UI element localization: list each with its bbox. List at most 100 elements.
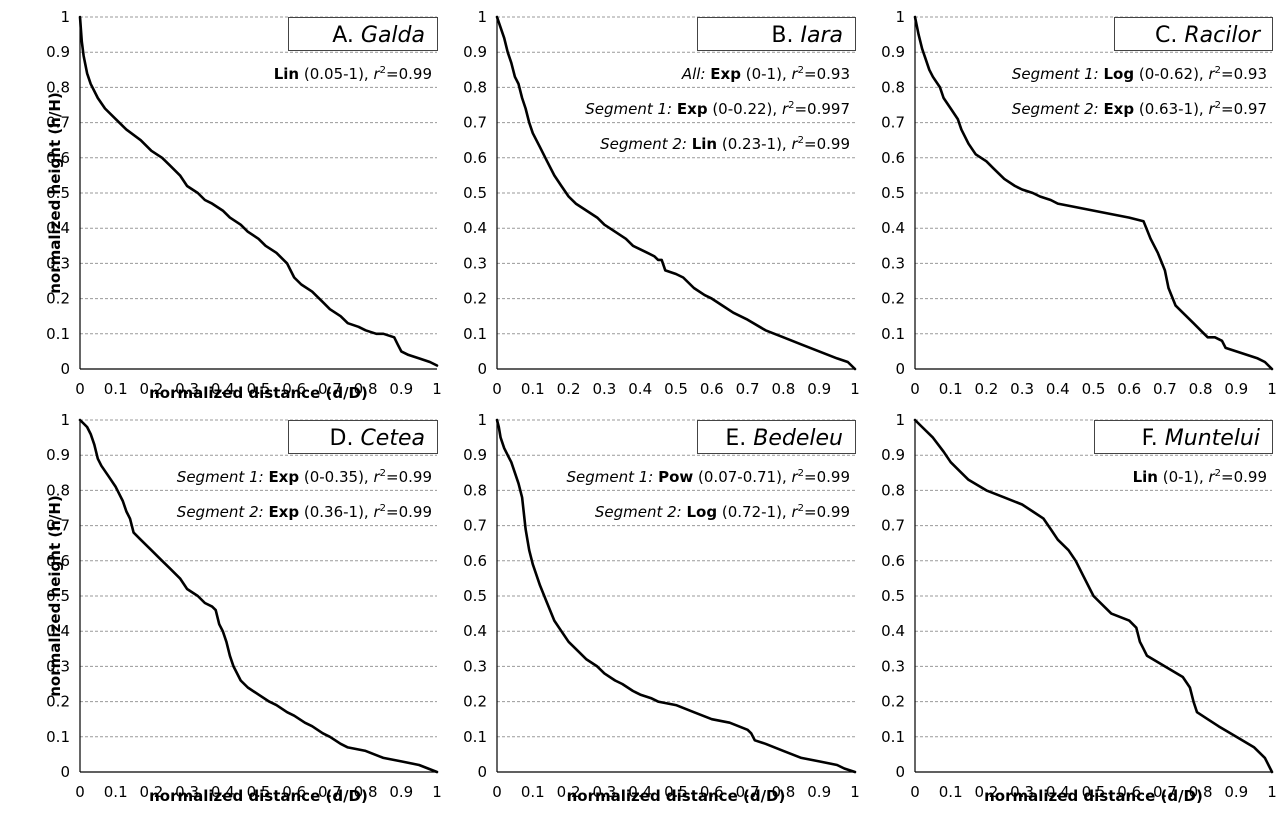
y-tick-label: 0.1	[463, 325, 487, 343]
x-tick-label: 0.4	[628, 783, 652, 801]
fit-annotation: Segment 2: Lin (0.23-1), r2=0.99	[600, 135, 850, 153]
annotation-part: Lin	[1133, 468, 1158, 486]
y-tick-label: 0.1	[46, 728, 70, 746]
fit-annotation: Segment 2: Exp (0.63-1), r2=0.97	[1012, 100, 1267, 118]
x-tick-label: 0.1	[104, 380, 128, 398]
annotation-part: (0-1),	[741, 65, 792, 83]
fit-annotation: Lin (0-1), r2=0.99	[1133, 468, 1267, 486]
annotation-part: 2	[1215, 65, 1221, 76]
y-tick-label: 0.9	[46, 446, 70, 464]
y-tick-label: 0.3	[463, 254, 487, 272]
y-tick-label: 0.9	[46, 43, 70, 61]
y-tick-label: 0	[895, 360, 905, 378]
panel-name: Galda	[354, 23, 425, 48]
panel-name: Muntelui	[1158, 426, 1260, 451]
annotation-part: r	[1208, 100, 1215, 118]
annotation-part: Segment 2:	[600, 135, 692, 153]
x-tick-label: 0.2	[139, 783, 163, 801]
x-tick-label: 0.8	[1189, 380, 1213, 398]
annotation-part: Segment 2:	[1012, 100, 1104, 118]
x-tick-label: 0	[75, 380, 85, 398]
y-tick-label: 0.6	[463, 552, 487, 570]
x-tick-label: 0.3	[175, 783, 199, 801]
y-tick-label: 1	[60, 8, 70, 26]
x-tick-label: 1	[432, 783, 442, 801]
panel-racilor: 0 0.1 0.2 0.3 0.4 0.5 0.6 0.7 0.8 0.9 1 0 0.1 0.2 0.3 0…	[881, 8, 1277, 398]
y-tick-label: 0.6	[463, 149, 487, 167]
y-tick-label: 0.1	[46, 325, 70, 343]
x-tick-label: 1	[1267, 783, 1277, 801]
annotation-part: Segment 1:	[1012, 65, 1104, 83]
annotation-part: =0.99	[386, 65, 432, 83]
x-tick-label: 0.5	[664, 783, 688, 801]
y-tick-label: 0	[60, 763, 70, 781]
annotation-part: Exp	[268, 468, 299, 486]
x-tick-label: 1	[1267, 380, 1277, 398]
annotation-part: =0.99	[804, 503, 850, 521]
annotation-part: =0.97	[1221, 100, 1267, 118]
y-tick-label: 1	[477, 8, 487, 26]
y-tick-label: 0.1	[881, 325, 905, 343]
x-tick-label: 0.5	[247, 380, 271, 398]
annotation-part: 2	[380, 65, 386, 76]
panel-letter: C.	[1155, 23, 1177, 48]
annotation-part: (0.72-1),	[717, 503, 791, 521]
x-tick-label: 0.9	[807, 783, 831, 801]
annotation-part: Lin	[274, 65, 299, 83]
panel-title: D. Cetea	[330, 426, 425, 451]
x-tick-label: 0	[492, 380, 502, 398]
y-tick-label: 0.5	[46, 184, 70, 202]
y-tick-label: 0.8	[46, 78, 70, 96]
y-tick-label: 0.3	[881, 254, 905, 272]
x-tick-label: 0.6	[282, 783, 306, 801]
y-tick-label: 0.8	[463, 481, 487, 499]
fit-annotation: Lin (0.05-1), r2=0.99	[274, 65, 432, 83]
annotation-part: Log	[687, 503, 718, 521]
y-tick-label: 0.7	[46, 517, 70, 535]
annotation-part: 2	[798, 468, 804, 479]
annotation-part: (0-0.62),	[1134, 65, 1208, 83]
x-tick-label: 0.7	[318, 380, 342, 398]
annotation-part: (0-0.35),	[299, 468, 373, 486]
y-tick-label: 0.5	[881, 184, 905, 202]
annotation-part: 2	[798, 135, 804, 146]
x-tick-label: 0.6	[282, 380, 306, 398]
panel-letter: A.	[332, 23, 354, 48]
y-tick-label: 0.3	[46, 254, 70, 272]
y-tick-label: 1	[60, 411, 70, 429]
y-tick-label: 0.4	[46, 622, 70, 640]
x-tick-label: 0.4	[1046, 380, 1070, 398]
annotation-part: Exp	[1103, 100, 1134, 118]
y-tick-label: 0.2	[881, 693, 905, 711]
annotation-part: r	[791, 503, 798, 521]
y-tick-label: 0.3	[463, 657, 487, 675]
annotation-part: =0.93	[1221, 65, 1267, 83]
y-tick-label: 0.6	[46, 149, 70, 167]
y-tick-label: 0.2	[463, 290, 487, 308]
annotation-part: 2	[788, 100, 794, 111]
x-tick-label: 0.3	[592, 783, 616, 801]
annotation-part: (0.07-0.71),	[693, 468, 791, 486]
fit-annotation: Segment 2: Log (0.72-1), r2=0.99	[595, 503, 850, 521]
x-tick-label: 1	[850, 380, 860, 398]
profile-curve	[495, 15, 857, 371]
annotation-part: 2	[798, 65, 804, 76]
x-tick-label: 0.2	[139, 380, 163, 398]
y-tick-label: 1	[477, 411, 487, 429]
annotation-part: Exp	[268, 503, 299, 521]
fit-annotation: All: Exp (0-1), r2=0.93	[681, 65, 850, 83]
annotation-part: r	[782, 100, 789, 118]
y-tick-label: 0.4	[46, 219, 70, 237]
x-tick-label: 0.2	[557, 380, 581, 398]
annotation-part: Lin	[692, 135, 717, 153]
panel-title-box	[1094, 420, 1273, 454]
panel-iara: 0 0.1 0.2 0.3 0.4 0.5 0.6 0.7 0.8 0.9 1 0 0.1 0.2 0.3 0…	[463, 8, 860, 398]
y-tick-label: 0	[895, 763, 905, 781]
panel-title-box	[288, 17, 438, 51]
profile-curve	[78, 418, 439, 774]
fit-annotation: Segment 1: Exp (0-0.35), r2=0.99	[177, 468, 432, 486]
fit-annotation: Segment 1: Pow (0.07-0.71), r2=0.99	[566, 468, 850, 486]
y-tick-label: 0.4	[463, 219, 487, 237]
x-tick-label: 0.4	[211, 783, 235, 801]
